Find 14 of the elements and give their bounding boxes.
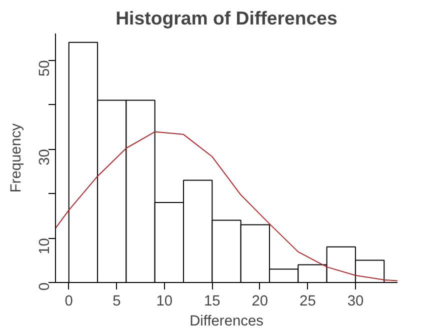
y-tick-label: 50: [37, 60, 53, 76]
x-tick-label: 5: [112, 294, 121, 310]
x-tick-label: 25: [300, 294, 316, 310]
y-tick-label: 0: [37, 282, 53, 291]
x-tick-label: 0: [64, 294, 73, 310]
chart-title: Histogram of Differences: [116, 8, 338, 28]
y-tick-label: 30: [37, 149, 53, 166]
x-tick-label: 20: [252, 294, 268, 310]
y-tick-label: 10: [37, 238, 53, 254]
x-axis-title: Differences: [190, 314, 264, 330]
y-axis-title: Frequency: [8, 122, 24, 193]
x-tick-label: 10: [156, 294, 173, 310]
x-tick-label: 30: [347, 294, 364, 310]
x-tick-label: 15: [204, 294, 220, 310]
